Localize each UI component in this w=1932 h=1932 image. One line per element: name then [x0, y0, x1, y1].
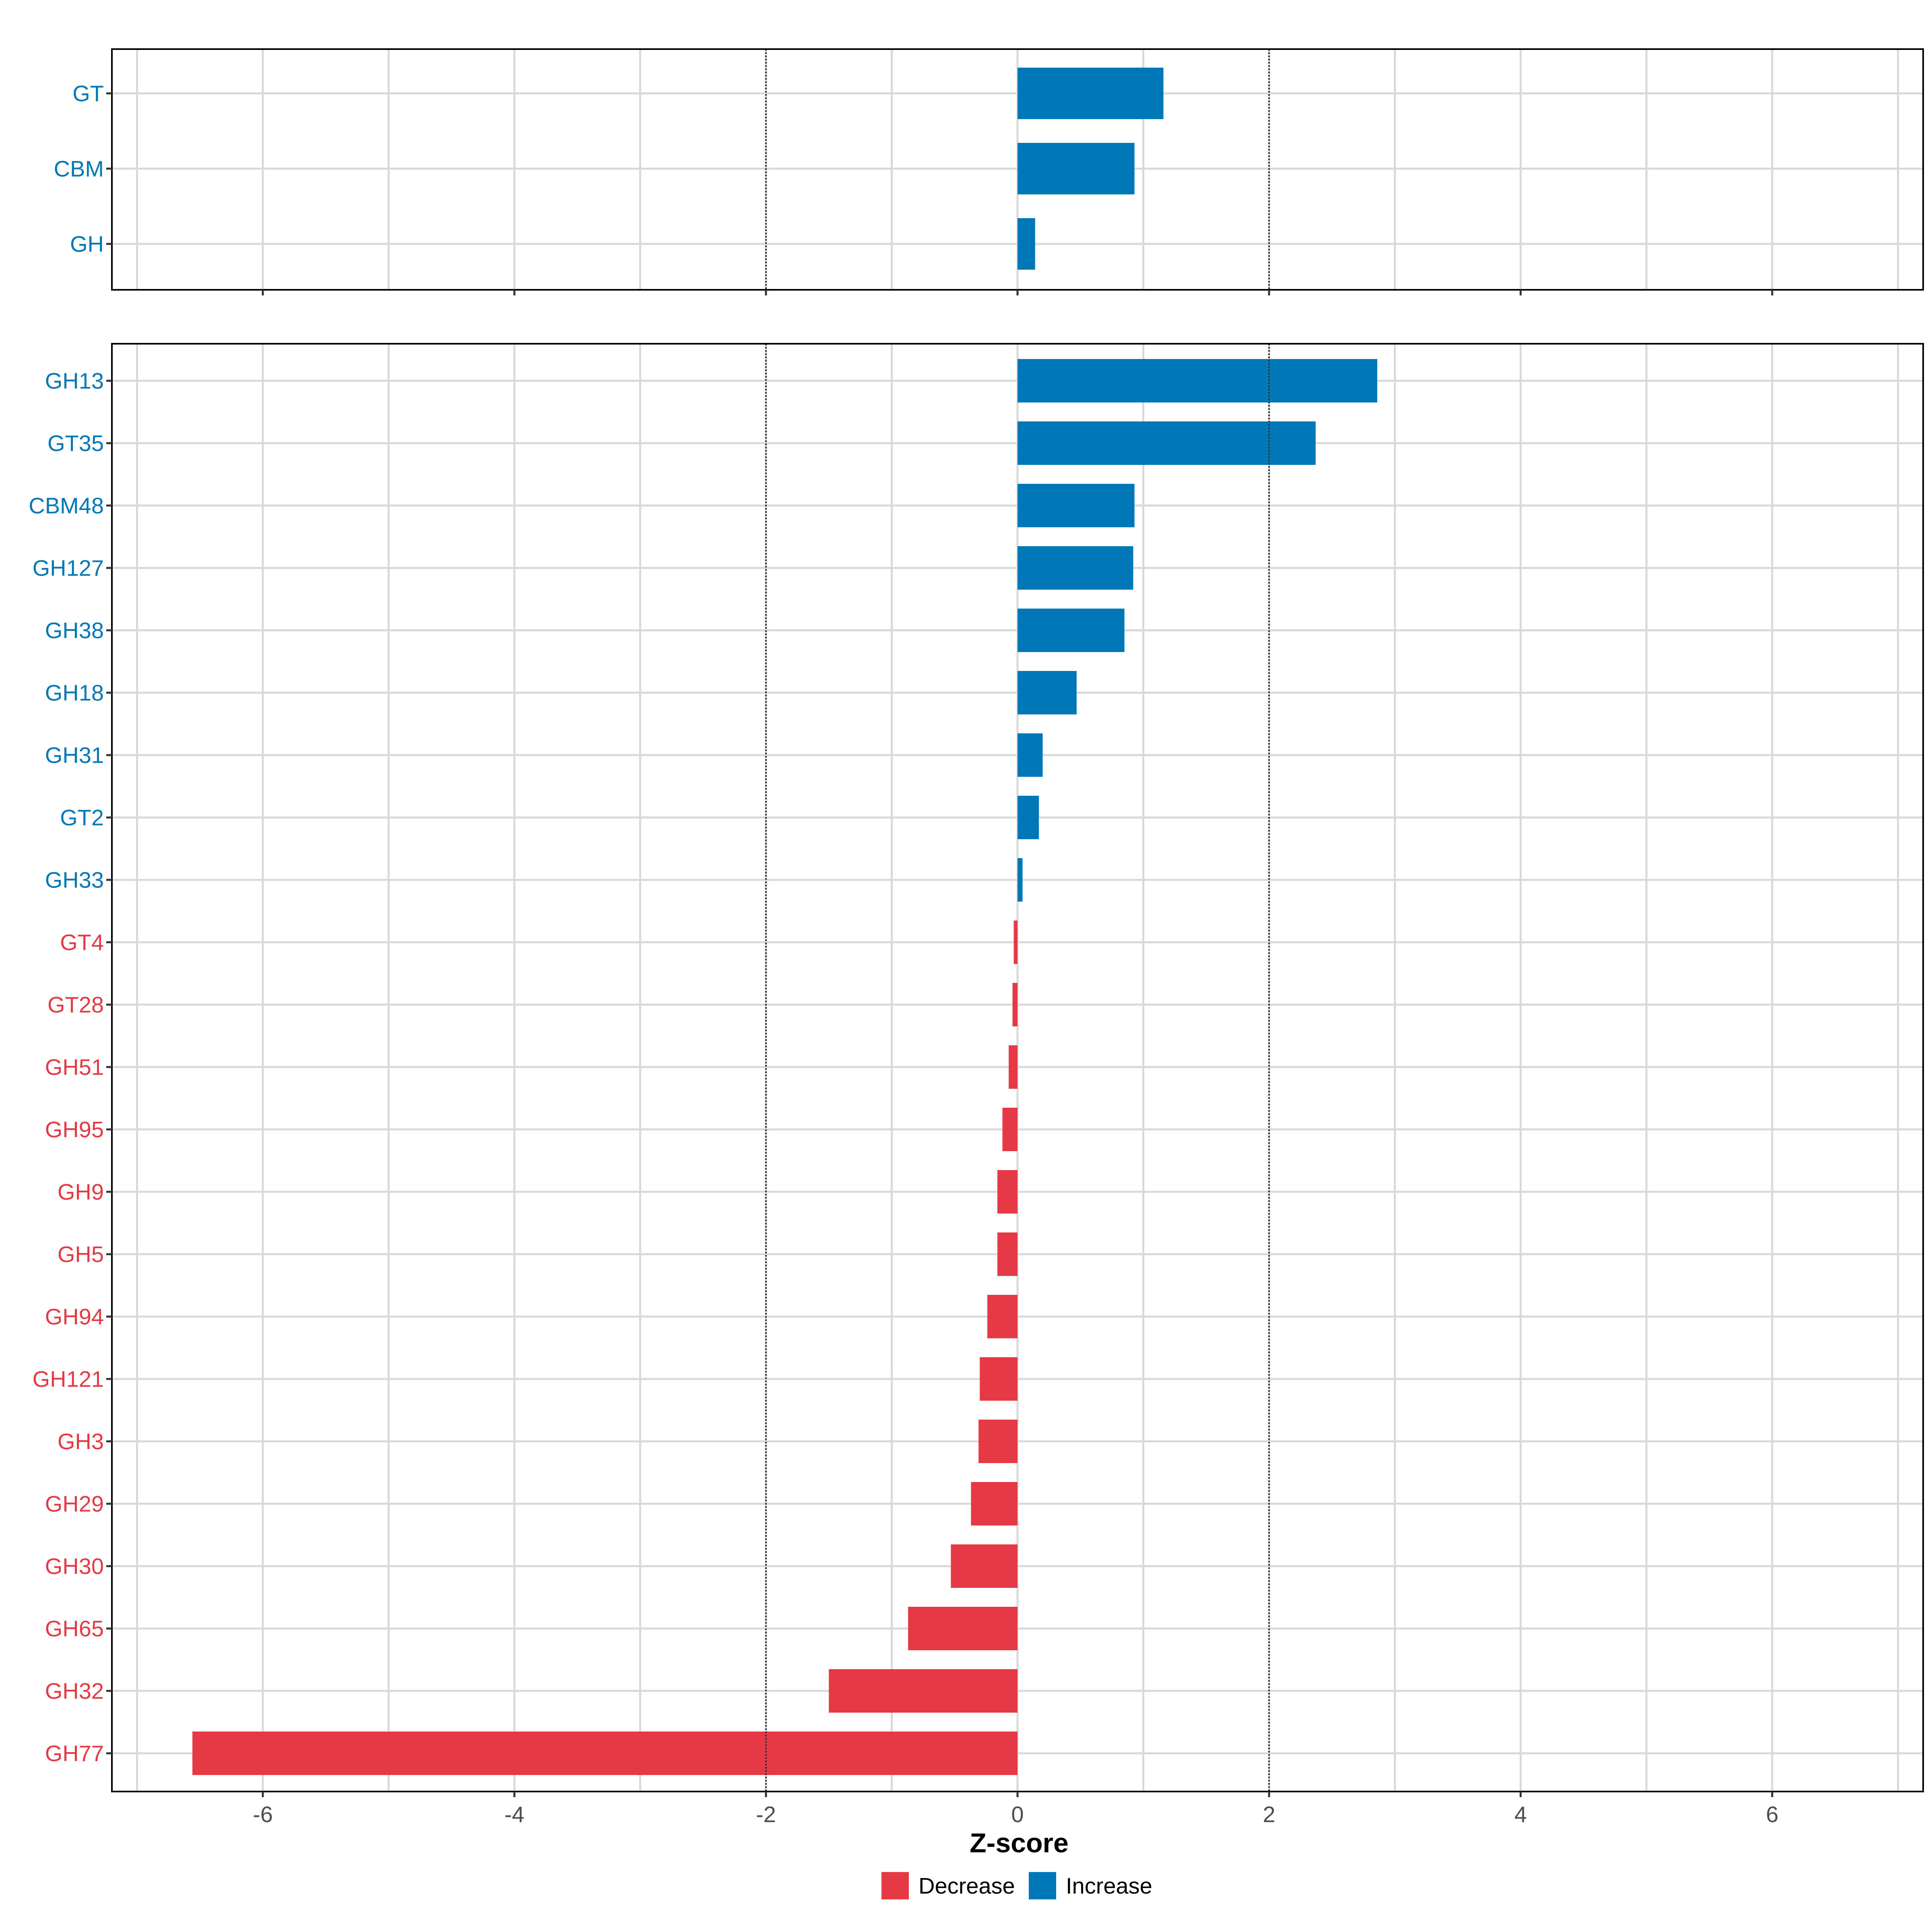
- bar-gh121: [980, 1357, 1018, 1401]
- y-tick-label: GT4: [60, 930, 104, 955]
- bar-gh127: [1018, 546, 1133, 590]
- bar-gh94: [987, 1295, 1018, 1338]
- y-tick-label: GT: [72, 81, 104, 106]
- y-tick-label: GH31: [45, 743, 104, 768]
- y-tick-label: CBM48: [29, 493, 104, 518]
- bar-gt4: [1013, 921, 1018, 964]
- panels: GT CBM GH GH13 GT35 CBM48 GH127 GH38 GH18 GH31 GT2…: [29, 48, 1924, 1797]
- x-tick-label: 4: [1514, 1802, 1527, 1827]
- y-tick-label: GH: [70, 231, 104, 257]
- y-tick-label: GH65: [45, 1616, 104, 1641]
- bar-gt2: [1018, 796, 1039, 839]
- bar-gh77: [192, 1732, 1018, 1775]
- bar-gh30: [951, 1544, 1018, 1588]
- bar-gh51: [1009, 1045, 1018, 1089]
- y-tick-label: GH30: [45, 1554, 104, 1579]
- legend-label-increase: Increase: [1066, 1873, 1152, 1899]
- y-tick-label: GT28: [47, 992, 104, 1018]
- y-tick-label: GH5: [58, 1242, 104, 1267]
- x-tick-label: 0: [1011, 1802, 1024, 1827]
- bar-cbm: [1018, 143, 1135, 194]
- y-tick-label: GH38: [45, 618, 104, 643]
- y-tick-label: GH94: [45, 1304, 104, 1329]
- bar-gh5: [997, 1232, 1018, 1276]
- bar-cbm48: [1018, 484, 1135, 527]
- bar-gh33: [1018, 858, 1023, 902]
- y-tick-label: GH51: [45, 1055, 104, 1080]
- bar-gh65: [908, 1607, 1018, 1650]
- y-tick-label: GT35: [47, 431, 104, 456]
- x-axis-title: Z-score: [970, 1828, 1069, 1858]
- bar-gt35: [1018, 421, 1316, 465]
- y-tick-label: GH29: [45, 1491, 104, 1517]
- bar-gh9: [997, 1170, 1018, 1214]
- x-tick-label: -2: [756, 1802, 776, 1827]
- bar-gh95: [1002, 1108, 1018, 1151]
- bar-gh31: [1018, 733, 1043, 777]
- panel-bottom: GH13 GT35 CBM48 GH127 GH38 GH18 GH31 GT2 GH33 GT4…: [29, 343, 1924, 1797]
- bar-gh: [1018, 218, 1035, 270]
- y-tick-label: GH127: [33, 555, 104, 581]
- y-tick-label: GH33: [45, 867, 104, 893]
- y-tick-label: GH13: [45, 368, 104, 394]
- y-tick-label: GH3: [58, 1429, 104, 1454]
- legend: Decrease Increase: [881, 1872, 1152, 1899]
- y-tick-label: GT2: [60, 805, 104, 830]
- y-tick-label: GH32: [45, 1678, 104, 1704]
- legend-swatch-decrease: [881, 1872, 909, 1899]
- bar-gh3: [978, 1420, 1018, 1463]
- x-tick-label: -6: [253, 1802, 273, 1827]
- legend-swatch-increase: [1029, 1872, 1056, 1899]
- bar-gh32: [829, 1669, 1018, 1713]
- x-tick-label: -4: [504, 1802, 524, 1827]
- x-tick-label: 2: [1263, 1802, 1275, 1827]
- y-tick-label: GH77: [45, 1741, 104, 1766]
- bar-gt28: [1012, 983, 1018, 1026]
- x-tick-label: 6: [1766, 1802, 1778, 1827]
- bar-gt: [1018, 68, 1164, 119]
- bar-gh38: [1018, 609, 1125, 652]
- y-tick-label: GH18: [45, 680, 104, 706]
- y-tick-label: GH95: [45, 1117, 104, 1142]
- bar-gh18: [1018, 671, 1077, 714]
- y-tick-label: GH121: [33, 1366, 104, 1392]
- y-tick-label: GH9: [58, 1179, 104, 1205]
- bar-gh29: [971, 1482, 1018, 1525]
- bar-gh13: [1018, 359, 1377, 402]
- legend-label-decrease: Decrease: [919, 1873, 1015, 1899]
- x-axis: -6 -4 -2 0 2 4 6: [253, 1802, 1778, 1827]
- y-tick-label: CBM: [54, 156, 104, 182]
- panel-top: GT CBM GH: [54, 48, 1924, 295]
